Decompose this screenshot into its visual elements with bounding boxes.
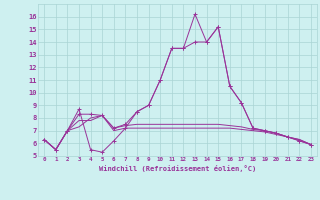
X-axis label: Windchill (Refroidissement éolien,°C): Windchill (Refroidissement éolien,°C) [99,165,256,172]
